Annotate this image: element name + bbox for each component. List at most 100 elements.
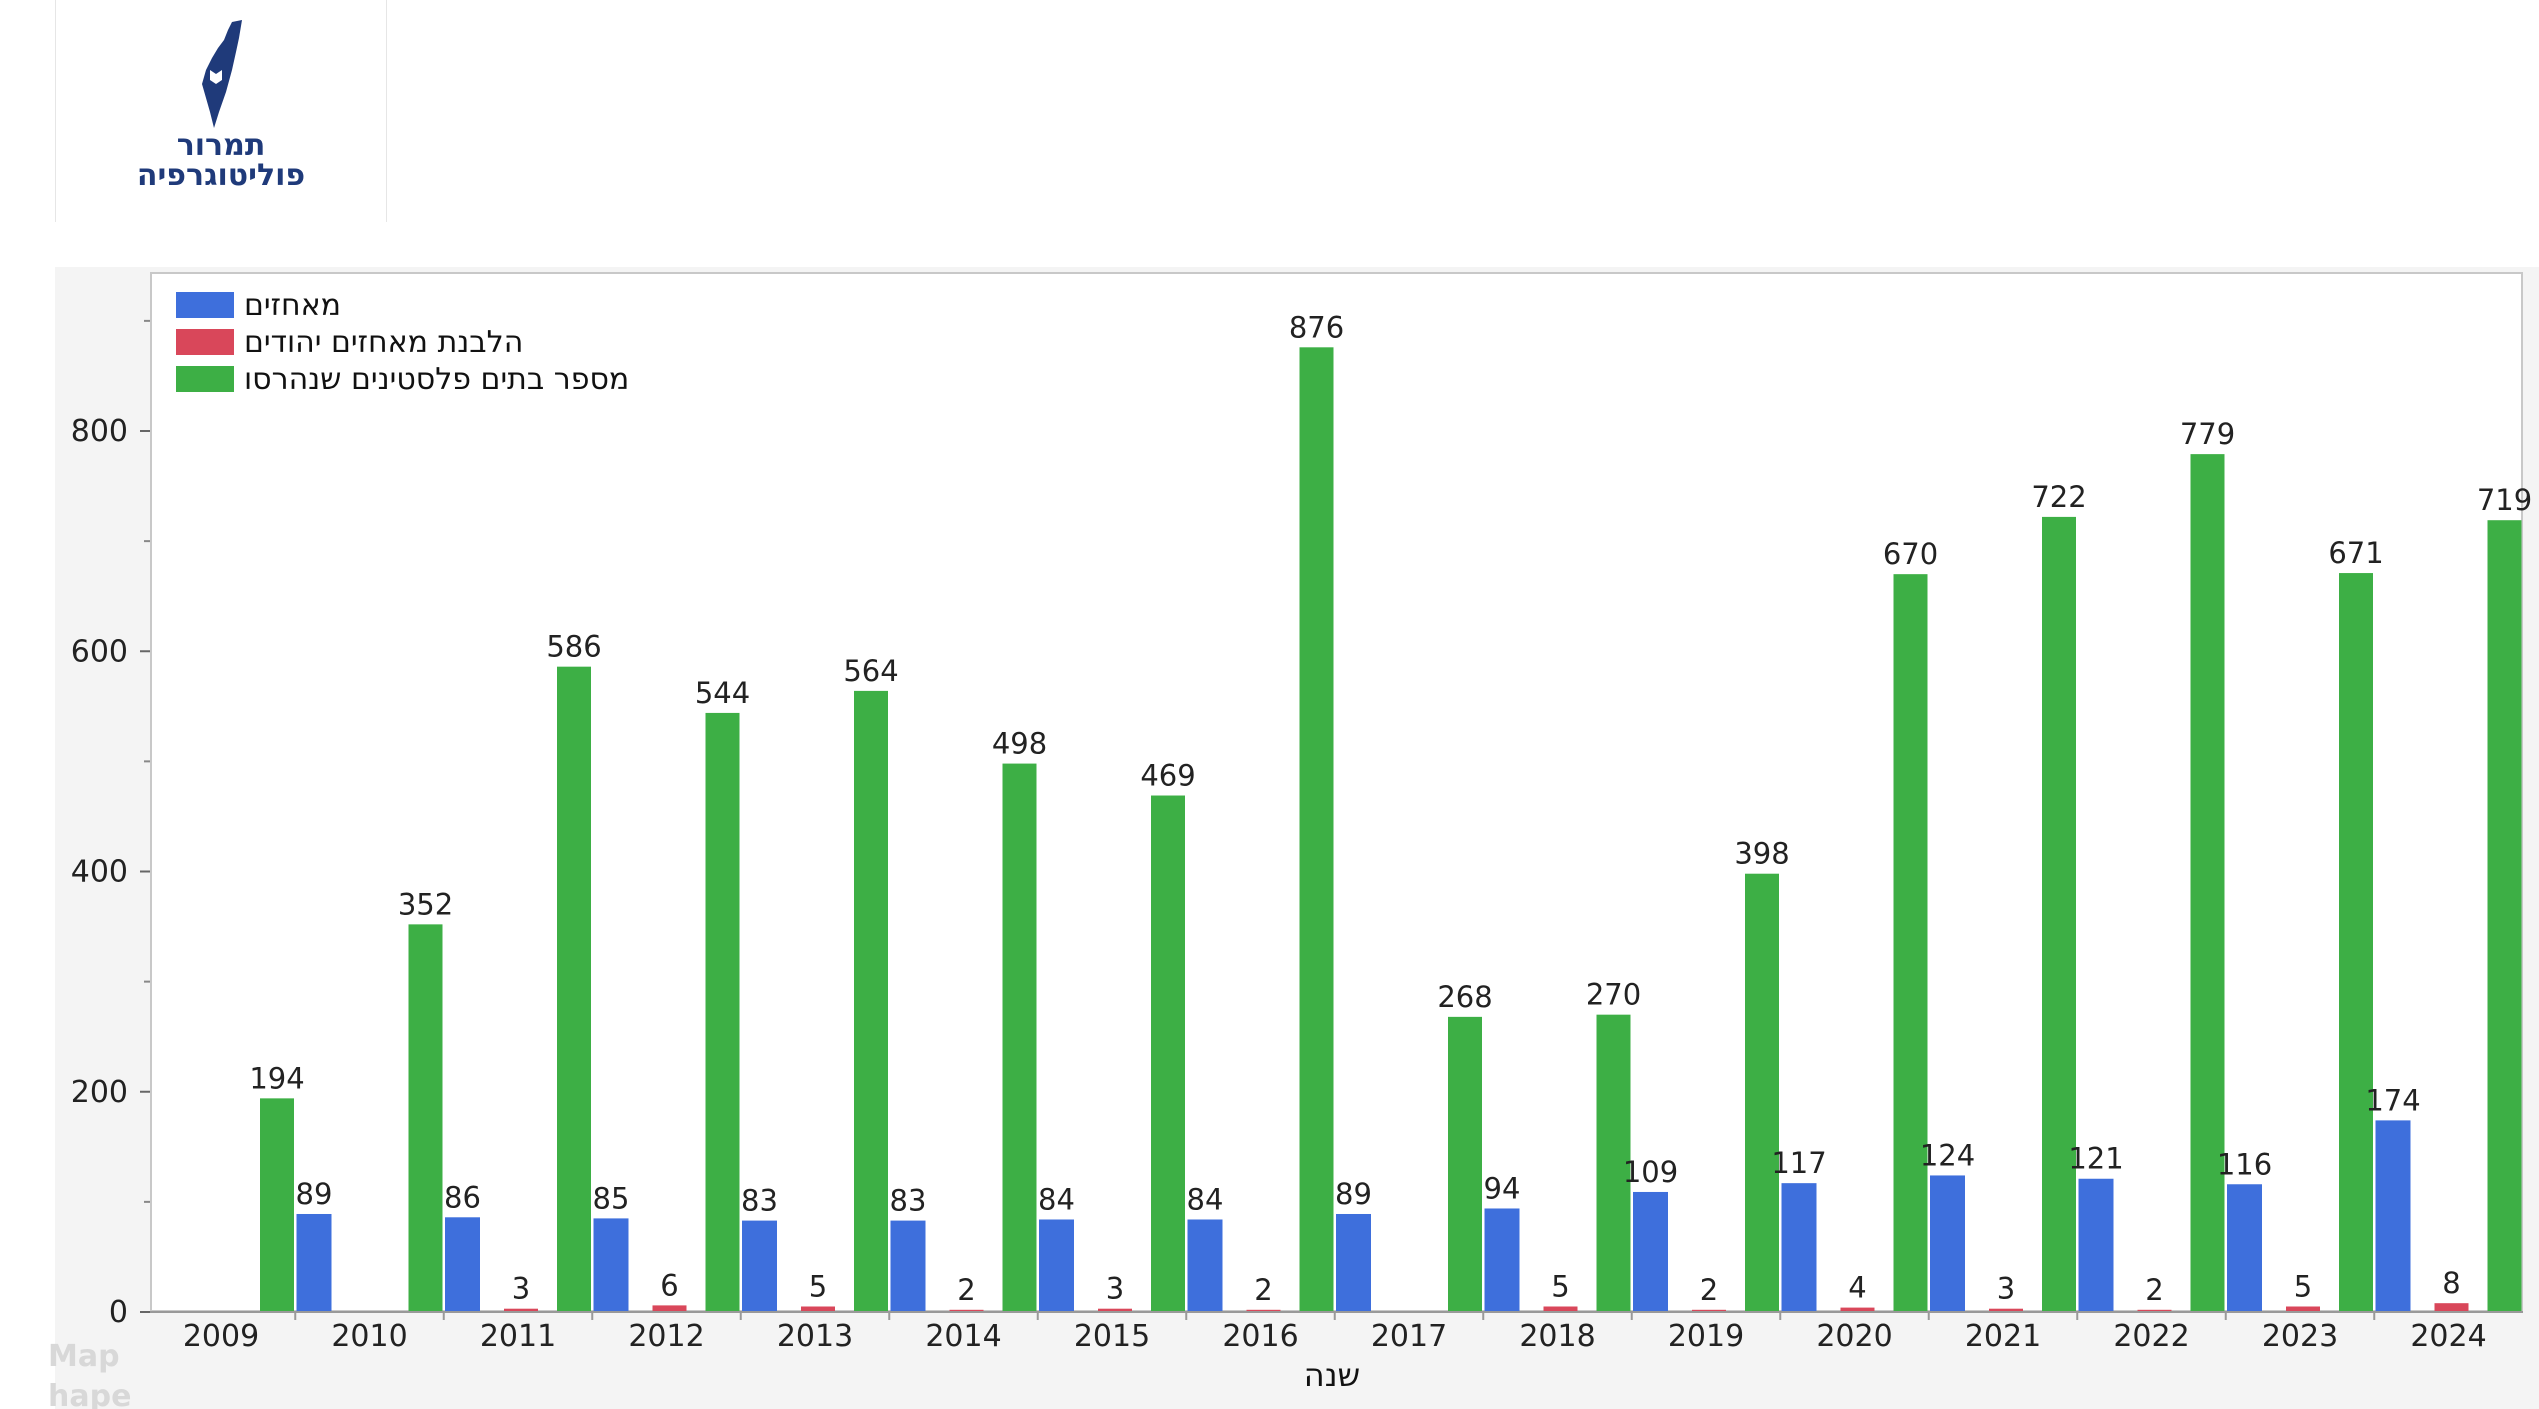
bar-outposts	[1336, 1213, 1371, 1312]
x-tick-label: 2013	[777, 1319, 853, 1354]
bar-value-label: 84	[1187, 1182, 1224, 1216]
bar-value-label: 86	[444, 1180, 481, 1214]
bar-legalization	[652, 1305, 687, 1312]
bar-value-label: 2	[1254, 1273, 1272, 1307]
bar-value-label: 2	[2145, 1273, 2163, 1307]
bar-outposts	[2227, 1184, 2262, 1312]
bar-outposts	[1484, 1208, 1520, 1312]
bar-value-label: 194	[249, 1061, 304, 1095]
bar-demolitions	[1596, 1014, 1631, 1312]
x-tick-label: 2014	[925, 1319, 1001, 1354]
plot-area	[150, 272, 2523, 1312]
bar-demolitions	[2339, 573, 2373, 1312]
bar-value-label: 3	[1106, 1272, 1124, 1306]
bar-legalization	[1543, 1306, 1578, 1312]
bar-value-label: 4	[1848, 1271, 1866, 1305]
bar-value-label: 398	[1734, 837, 1789, 871]
y-tick-label: 600	[71, 634, 128, 669]
bar-demolitions	[1745, 873, 1779, 1312]
bar-outposts	[2375, 1120, 2411, 1312]
x-tick-label: 2024	[2410, 1319, 2486, 1354]
y-tick-label: 800	[71, 414, 128, 449]
bar-value-label: 3	[1997, 1272, 2015, 1306]
bar-value-label: 469	[1140, 759, 1195, 793]
bar-legalization	[1840, 1307, 1875, 1312]
bar-value-label: 3	[512, 1272, 530, 1306]
bar-outposts	[296, 1213, 332, 1312]
bar-demolitions	[1299, 347, 1334, 1312]
bar-legalization	[1692, 1309, 1726, 1312]
bar-value-label: 84	[1038, 1182, 1075, 1216]
bar-outposts	[593, 1218, 629, 1312]
y-tick-label: 400	[71, 855, 128, 890]
bar-value-label: 83	[890, 1184, 927, 1218]
bar-value-label: 671	[2328, 536, 2383, 570]
y-tick-label: 0	[109, 1295, 128, 1330]
bar-value-label: 670	[1883, 537, 1938, 571]
x-tick-label: 2010	[331, 1319, 407, 1354]
x-tick-label: 2009	[183, 1319, 259, 1354]
bar-demolitions	[1893, 574, 1928, 1312]
y-tick-label: 200	[71, 1075, 128, 1110]
bar-value-label: 6	[660, 1268, 678, 1302]
bar-legalization	[801, 1306, 835, 1312]
bar-outposts	[1930, 1175, 1965, 1312]
bar-demolitions	[1448, 1016, 1482, 1312]
israel-map-icon	[202, 20, 242, 128]
bar-value-label: 586	[546, 630, 601, 664]
bar-value-label: 121	[2068, 1142, 2123, 1176]
bar-outposts	[742, 1220, 777, 1312]
x-tick-label: 2018	[1519, 1319, 1595, 1354]
x-tick-label: 2015	[1074, 1319, 1150, 1354]
bar-demolitions	[1002, 763, 1037, 1312]
legend-label: מאחזים	[244, 288, 341, 323]
bar-legalization	[949, 1309, 984, 1312]
x-axis: 2009 2010 2011 2012 2013 2014 2015 2016 2017 2018…	[150, 1311, 2523, 1354]
bar-demolitions	[2487, 520, 2522, 1312]
bar-legalization	[1098, 1308, 1132, 1312]
bar-demolitions	[2042, 516, 2076, 1312]
bar-legalization	[2286, 1306, 2320, 1312]
bar-value-label: 719	[2477, 483, 2532, 517]
bar-legalization	[2137, 1309, 2172, 1312]
x-tick-label: 2017	[1371, 1319, 1447, 1354]
bar-value-label: 544	[695, 676, 750, 710]
bar-demolitions	[854, 690, 888, 1312]
bar-value-label: 89	[296, 1177, 333, 1211]
bar-value-label: 117	[1771, 1146, 1826, 1180]
bar-value-label: 85	[593, 1181, 630, 1215]
bar-value-label: 89	[1335, 1177, 1372, 1211]
logo-subtitle: פוליטוגרפיה	[136, 158, 306, 193]
x-tick-label: 2016	[1222, 1319, 1298, 1354]
legend-swatch	[176, 292, 234, 318]
bar-value-label: 268	[1437, 980, 1492, 1014]
bar-value-label: 352	[398, 887, 453, 921]
legend-label: מספר בתים פלסטינים שנהרסו	[244, 362, 629, 397]
bar-value-label: 564	[843, 654, 898, 688]
x-tick-label: 2019	[1668, 1319, 1744, 1354]
bar-value-label: 270	[1586, 978, 1641, 1012]
bar-value-label: 5	[2294, 1269, 2312, 1303]
x-axis-title: שנה	[1304, 1356, 1360, 1394]
bar-legalization	[2434, 1303, 2469, 1312]
bar-legalization	[1246, 1309, 1281, 1312]
bar-outposts	[1187, 1219, 1223, 1312]
bar-outposts	[2078, 1178, 2114, 1312]
x-tick-label: 2012	[628, 1319, 704, 1354]
bar-outposts	[1039, 1219, 1074, 1312]
legend-label: הלבנת מאחזים יהודים	[244, 325, 523, 360]
bar-outposts	[890, 1220, 926, 1312]
x-tick-label: 2021	[1965, 1319, 2041, 1354]
logo-title: תמרור	[176, 128, 266, 163]
y-axis: 0 200 400 600 800	[71, 319, 150, 1330]
bar-value-label: 5	[1551, 1269, 1569, 1303]
bar-legalization	[1989, 1308, 2023, 1312]
ghost-text-map: Map	[48, 1339, 120, 1374]
bar-value-label: 779	[2180, 417, 2235, 451]
bar-value-label: 2	[957, 1273, 975, 1307]
bar-value-label: 109	[1623, 1155, 1678, 1189]
bar-demolitions	[557, 666, 591, 1312]
bar-demolitions	[408, 924, 443, 1312]
